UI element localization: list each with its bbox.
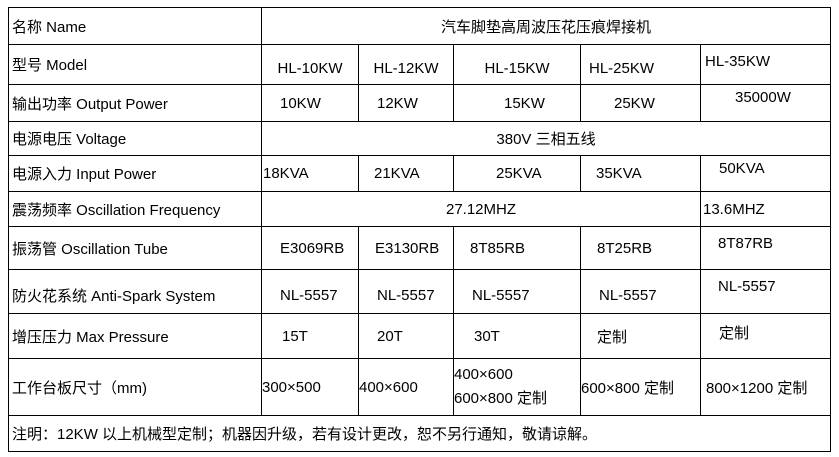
row-table-size: 工作台板尺寸（mm) 300×500 400×600 400×600 600×8… (8, 358, 832, 416)
cell: NL-5557 (699, 269, 832, 314)
cell: 25KW (580, 84, 701, 122)
cell: HL-12KW (358, 44, 454, 85)
cell: E3130RB (358, 226, 454, 270)
cell: E3069RB (261, 226, 359, 270)
row-model: 型号 Model HL-10KW HL-12KW HL-15KW HL-25KW… (8, 44, 832, 85)
cell: HL-10KW (261, 44, 359, 85)
cell: HL-35KW (699, 44, 832, 85)
value: 汽车脚垫高周波压花压痕焊接机 (260, 7, 832, 45)
cell: 18KVA (261, 155, 359, 192)
row-frequency: 震荡频率 Oscillation Frequency 27.12MHZ 13.6… (8, 191, 832, 227)
cell: 35KVA (580, 155, 701, 192)
cell: 800×1200 定制 (699, 358, 832, 416)
cell: 8T25RB (580, 226, 701, 270)
cell: 400×600 600×800 定制 (453, 358, 581, 416)
cell: HL-25KW (580, 44, 701, 85)
row-anti-spark: 防火花系统 Anti-Spark System NL-5557 NL-5557 … (8, 269, 832, 314)
cell: NL-5557 (358, 269, 454, 314)
cell: 10KW (261, 84, 359, 122)
cell: 20T (358, 313, 454, 359)
cell: 8T87RB (699, 226, 832, 270)
row-tube: 振荡管 Oscillation Tube E3069RB E3130RB 8T8… (8, 226, 832, 270)
cell: 300×500 (261, 358, 359, 416)
label: 增压压力 Max Pressure (8, 313, 262, 359)
cell: 定制 (699, 313, 832, 359)
spec-table: 名称 Name 汽车脚垫高周波压花压痕焊接机 型号 Model HL-10KW … (7, 7, 832, 452)
row-voltage: 电源电压 Voltage 380V 三相五线 (8, 121, 832, 156)
cell: 50KVA (699, 155, 832, 192)
label: 型号 Model (8, 44, 262, 85)
size-option: 400×600 (454, 366, 513, 383)
label: 振荡管 Oscillation Tube (8, 226, 262, 270)
label: 输出功率 Output Power (8, 84, 262, 122)
label: 电源入力 Input Power (8, 155, 262, 192)
size-option: 600×800 定制 (454, 390, 547, 407)
cell: 15T (261, 313, 359, 359)
cell: 13.6MHZ (699, 191, 832, 227)
row-note: 注明：12KW 以上机械型定制；机器因升级，若有设计更改，恕不另行通知，敬请谅解… (7, 415, 832, 452)
cell: 25KVA (453, 155, 581, 192)
cell: 400×600 (358, 358, 454, 416)
row-pressure: 增压压力 Max Pressure 15T 20T 30T 定制 定制 (8, 313, 832, 359)
row-input-power: 电源入力 Input Power 18KVA 21KVA 25KVA 35KVA… (8, 155, 832, 192)
label: 震荡频率 Oscillation Frequency (8, 191, 262, 227)
label: 名称 Name (8, 7, 262, 45)
cell: 12KW (358, 84, 454, 122)
cell: 35000W (699, 84, 832, 122)
cell: NL-5557 (261, 269, 359, 314)
cell: 8T85RB (453, 226, 581, 270)
cell: 600×800 定制 (580, 358, 701, 416)
cell: 15KW (453, 84, 581, 122)
row-name: 名称 Name 汽车脚垫高周波压花压痕焊接机 (8, 7, 832, 45)
cell: HL-15KW (453, 44, 581, 85)
note: 注明：12KW 以上机械型定制；机器因升级，若有设计更改，恕不另行通知，敬请谅解… (7, 415, 832, 452)
cell: NL-5557 (453, 269, 581, 314)
row-output-power: 输出功率 Output Power 10KW 12KW 15KW 25KW 35… (8, 84, 832, 122)
label: 防火花系统 Anti-Spark System (8, 269, 262, 314)
cell: 21KVA (358, 155, 454, 192)
cell: NL-5557 (580, 269, 701, 314)
cell: 定制 (580, 313, 701, 359)
value: 380V 三相五线 (260, 121, 832, 156)
label: 电源电压 Voltage (8, 121, 262, 156)
label: 工作台板尺寸（mm) (8, 358, 262, 416)
cell: 30T (453, 313, 581, 359)
cell: 27.12MHZ (261, 191, 701, 227)
